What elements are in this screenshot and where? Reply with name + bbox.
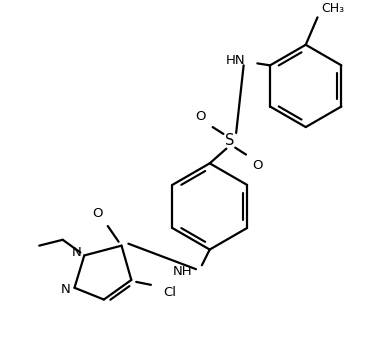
Text: O: O [92, 207, 102, 220]
Text: O: O [196, 110, 206, 123]
Text: Cl: Cl [164, 286, 177, 299]
Text: N: N [72, 246, 81, 259]
Text: NH: NH [172, 265, 192, 277]
Text: HN: HN [226, 54, 246, 67]
Text: CH₃: CH₃ [321, 2, 344, 15]
Text: N: N [61, 283, 70, 296]
Text: S: S [224, 133, 234, 148]
Text: O: O [253, 159, 263, 172]
